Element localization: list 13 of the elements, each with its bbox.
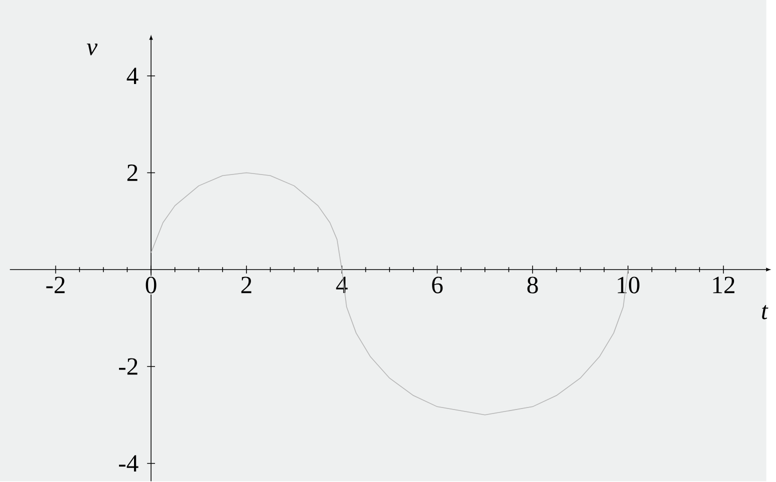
x-tick-label: 10 [618, 276, 640, 294]
x-tick-label: 2 [241, 276, 252, 294]
x-tick-label: 8 [527, 276, 538, 294]
x-tick-label: 0 [146, 276, 156, 294]
y-tick-label: -2 [119, 358, 138, 375]
y-tick-label: 4 [126, 68, 138, 84]
y-tick-label: -4 [119, 455, 138, 472]
x-tick-label: -2 [46, 276, 65, 294]
y-axis-title: v [86, 44, 98, 56]
x-axis-title: t [762, 305, 768, 320]
y-tick-label: 2 [127, 164, 138, 182]
x-tick-label: 12 [713, 276, 734, 294]
x-tick-label: 6 [432, 276, 443, 294]
